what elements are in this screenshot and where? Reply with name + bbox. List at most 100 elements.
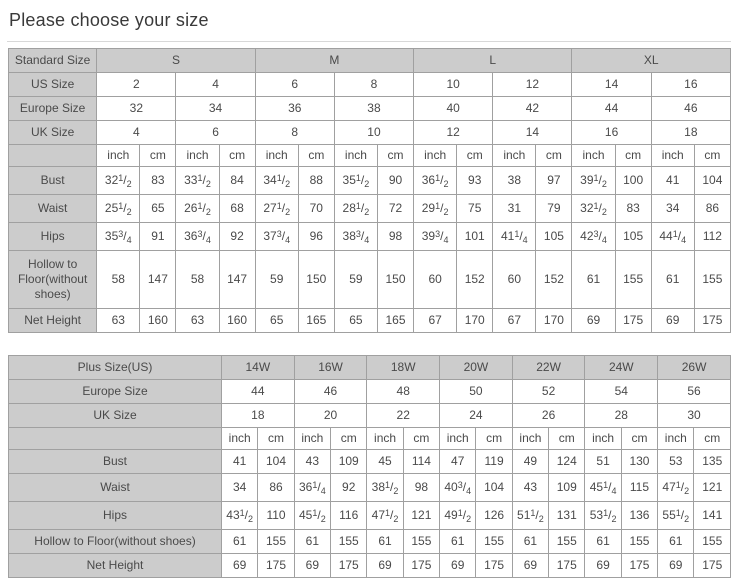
value-cell: 363/4 [175,222,220,251]
value-cell: 155 [693,529,731,554]
value-cell: 109 [548,473,586,502]
value-cell: 75 [456,194,494,223]
unit-label: inch [220,427,259,450]
value-cell: 175 [614,308,652,333]
value-cell: 18 [221,403,295,428]
unit-label: inch [333,144,378,167]
unit-label: cm [620,427,659,450]
value-cell: 361/4 [293,473,332,502]
value-cell: 92 [218,222,256,251]
title-divider [7,41,731,42]
value-cell: 10 [413,72,494,97]
unit-label: cm [693,427,731,450]
row-uk-size: UK Size 4 6 8 10 12 14 16 18 [7,120,732,145]
value-cell: 60 [492,250,537,309]
value-cell: 8 [333,72,415,97]
value-cell: 68 [218,194,256,223]
value-cell: 12 [413,120,494,145]
unit-label: cm [330,427,368,450]
row-label: US Size [7,72,98,97]
value-cell: 160 [139,308,177,333]
size-group-label: XL [571,48,731,73]
unit-label: cm [139,144,177,167]
value-cell: 393/4 [413,222,458,251]
value-cell: 48 [366,379,441,404]
value-cell: 471/2 [657,473,695,502]
row-net-height: Net Height 63 160 63 160 65 165 65 165 67 170 67 170… [7,308,732,333]
value-cell: 46 [650,96,732,121]
value-cell: 47 [439,449,477,474]
row-units: inch cm inch cm inch cm inch cm inch cm inch cm inch… [7,144,732,167]
value-cell: 331/2 [175,166,220,195]
size-group-label: 22W [511,355,586,380]
value-cell: 59 [333,250,378,309]
value-cell: 121 [402,501,441,530]
row-waist: Waist 34 86 361/4 92 381/2 98 403/4 104 43 109 451/… [8,473,731,502]
value-cell: 91 [139,222,177,251]
value-cell: 104 [475,473,513,502]
value-cell: 152 [535,250,573,309]
value-cell: 88 [297,166,335,195]
value-cell: 63 [96,308,141,333]
value-cell: 511/2 [511,501,550,530]
value-cell: 32 [96,96,177,121]
value-cell: 72 [376,194,415,223]
unit-label: cm [475,427,513,450]
value-cell: 147 [218,250,256,309]
value-cell: 20 [293,403,368,428]
row-uk-size: UK Size 18 20 22 24 26 28 30 [8,403,731,428]
value-cell: 16 [650,72,732,97]
value-cell: 46 [293,379,368,404]
value-cell: 69 [293,553,332,578]
value-cell: 126 [475,501,513,530]
value-cell: 69 [366,553,404,578]
value-cell: 361/2 [413,166,458,195]
value-cell: 423/4 [571,222,616,251]
value-cell: 18 [650,120,732,145]
row-bust: Bust 321/2 83 331/2 84 341/2 88 351/2 90 361/2 93 3… [7,166,732,195]
value-cell: 34 [220,473,259,502]
row-bust: Bust 41 104 43 109 45 114 47 119 49 124 51 130 53 135 [8,449,731,474]
row-label: Hips [8,501,222,530]
unit-label: inch [175,144,220,167]
value-cell: 50 [439,379,513,404]
value-cell: 56 [657,379,731,404]
row-label: UK Size [7,120,98,145]
row-label [8,427,222,450]
value-cell: 281/2 [333,194,378,223]
size-group-label: L [413,48,573,73]
row-hollow-to-floor: Hollow to Floor(without shoes) 61 155 61 155… [8,529,731,554]
value-cell: 150 [376,250,415,309]
value-cell: 79 [535,194,573,223]
value-cell: 90 [376,166,415,195]
row-standard-size: Standard Size S M L XL [7,48,731,73]
unit-label: cm [693,144,732,167]
value-cell: 131 [548,501,586,530]
value-cell: 551/2 [657,501,695,530]
row-label: Bust [7,166,98,195]
value-cell: 84 [218,166,256,195]
row-label: Europe Size [8,379,222,404]
value-cell: 65 [139,194,177,223]
value-cell: 14 [492,120,573,145]
value-cell: 14 [571,72,652,97]
value-cell: 44 [221,379,295,404]
unit-label: inch [571,144,616,167]
value-cell: 4 [96,120,177,145]
value-cell: 141 [693,501,731,530]
unit-label: cm [535,144,573,167]
unit-label: cm [456,144,494,167]
value-cell: 121 [693,473,731,502]
value-cell: 2 [96,72,177,97]
value-cell: 24 [439,403,513,428]
unit-label: inch [650,144,695,167]
value-cell: 104 [257,449,295,474]
value-cell: 93 [456,166,494,195]
value-cell: 165 [297,308,335,333]
value-cell: 135 [693,449,731,474]
value-cell: 69 [220,553,259,578]
value-cell: 451/4 [584,473,622,502]
value-cell: 65 [254,308,299,333]
value-cell: 28 [584,403,659,428]
unit-label: cm [614,144,652,167]
